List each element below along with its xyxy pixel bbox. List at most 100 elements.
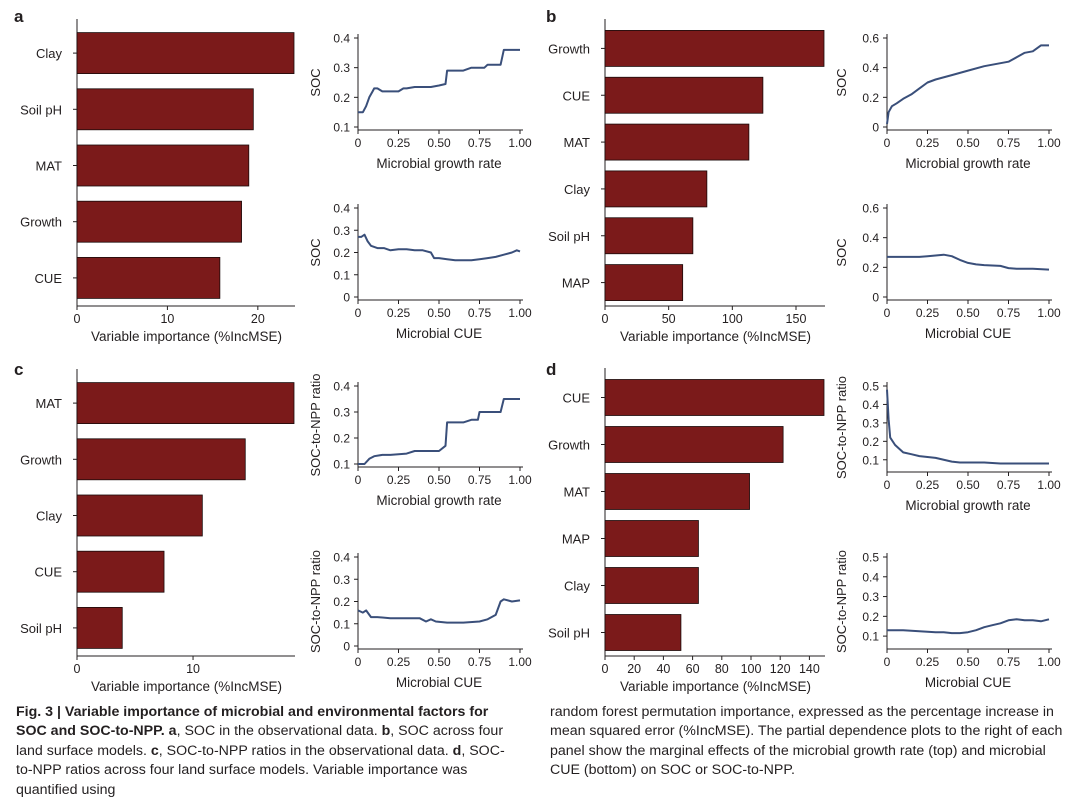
x-tick-label: 0.25 <box>916 655 940 669</box>
caption-title: Variable importance of microbial and env… <box>16 704 489 740</box>
bar <box>604 170 708 208</box>
y-tick-label: 0.2 <box>862 91 879 105</box>
x-tick-label: 0.50 <box>427 136 451 150</box>
y-tick-label: 0.3 <box>862 416 879 430</box>
y-tick-label: 0 <box>872 121 879 135</box>
y-tick-label: 0.4 <box>333 202 350 216</box>
bar <box>604 426 784 463</box>
x-tick-label: 1.00 <box>508 306 532 320</box>
y-tick-label: 0.3 <box>333 224 350 238</box>
x-tick-label: 0 <box>602 662 609 676</box>
category-label: Growth <box>548 438 590 453</box>
x-axis-title: Variable importance (%IncMSE) <box>620 329 811 344</box>
bar <box>604 217 694 255</box>
partial-dependence-line <box>357 598 521 624</box>
x-axis-title: Microbial growth rate <box>905 156 1030 171</box>
category-label: Growth <box>20 215 62 230</box>
x-axis-title: Microbial CUE <box>396 675 482 690</box>
y-tick-label: 0.1 <box>862 630 879 644</box>
x-tick-label: 1.00 <box>1037 136 1061 150</box>
bar <box>76 88 254 131</box>
y-tick-label: 0.2 <box>862 261 879 275</box>
bar <box>76 200 242 243</box>
category-label: MAT <box>36 159 63 174</box>
x-tick-label: 20 <box>251 312 265 326</box>
y-axis-title: SOC <box>308 68 323 96</box>
category-label: CUE <box>563 391 591 406</box>
x-tick-label: 0.25 <box>387 136 411 150</box>
figure-canvas: a b c d Clay Soil pH MAT Growth CUE 0 10 20 Vari… <box>14 7 1061 694</box>
y-tick-label: 0.6 <box>862 32 879 46</box>
x-tick-label: 0 <box>355 655 362 669</box>
x-tick-label: 0.25 <box>916 306 940 320</box>
x-tick-label: 10 <box>160 312 174 326</box>
x-tick-label: 20 <box>627 662 641 676</box>
y-tick-label: 0.2 <box>333 595 350 609</box>
y-tick-label: 0.4 <box>862 61 879 75</box>
y-tick-label: 0.1 <box>333 268 350 282</box>
y-tick-label: 0.3 <box>333 573 350 587</box>
y-tick-label: 0.1 <box>333 121 350 135</box>
bar <box>76 382 295 425</box>
x-tick-label: 0.25 <box>916 136 940 150</box>
caption-tag-c: c <box>150 742 159 759</box>
bar <box>604 567 699 604</box>
x-tick-label: 1.00 <box>1037 478 1061 492</box>
x-tick-label: 0.25 <box>387 655 411 669</box>
x-tick-label: 50 <box>662 312 676 326</box>
bar <box>604 520 699 557</box>
y-tick-label: 0.5 <box>862 380 879 394</box>
y-tick-label: 0 <box>872 291 879 305</box>
bar <box>604 76 764 114</box>
x-tick-label: 0 <box>884 655 891 669</box>
x-tick-label: 0.50 <box>427 306 451 320</box>
x-tick-label: 0 <box>74 312 81 326</box>
category-label: Clay <box>564 579 591 594</box>
category-label: MAT <box>564 485 591 500</box>
x-tick-label: 80 <box>715 662 729 676</box>
y-tick-label: 0.3 <box>862 590 879 604</box>
x-tick-label: 0 <box>74 662 81 676</box>
x-tick-label: 0.25 <box>387 473 411 487</box>
x-tick-label: 0.75 <box>468 306 492 320</box>
category-label: MAT <box>36 396 63 411</box>
x-tick-label: 0 <box>355 473 362 487</box>
x-tick-label: 0.75 <box>997 136 1021 150</box>
y-axis-title: SOC <box>308 238 323 266</box>
x-tick-label: 0.75 <box>997 478 1021 492</box>
x-tick-label: 0 <box>602 312 609 326</box>
category-label: Soil pH <box>20 621 62 636</box>
y-tick-label: 0.4 <box>333 32 350 46</box>
y-axis-title: SOC <box>834 238 849 266</box>
y-tick-label: 0.4 <box>333 551 350 565</box>
partial-dependence-line <box>886 389 1049 465</box>
bar <box>604 264 684 301</box>
x-tick-label: 1.00 <box>508 655 532 669</box>
panel-b-label: b <box>546 7 556 26</box>
bar <box>604 30 825 67</box>
y-axis-title: SOC-to-NPP ratio <box>834 550 849 653</box>
x-tick-label: 0.50 <box>956 655 980 669</box>
y-tick-label: 0.2 <box>333 432 350 446</box>
category-label: Clay <box>36 509 63 524</box>
y-tick-label: 0.1 <box>862 453 879 467</box>
y-tick-label: 0.6 <box>862 202 879 216</box>
bar <box>76 438 246 481</box>
partial-dependence-line <box>887 253 1050 271</box>
x-tick-label: 0.75 <box>468 473 492 487</box>
panel-a-label: a <box>14 7 24 26</box>
x-tick-label: 0.50 <box>956 478 980 492</box>
bar <box>76 494 203 537</box>
x-tick-label: 0.75 <box>997 306 1021 320</box>
category-label: MAT <box>564 135 591 150</box>
y-axis-title: SOC-to-NPP ratio <box>834 376 849 479</box>
x-tick-label: 0.50 <box>956 136 980 150</box>
category-label: CUE <box>35 271 63 286</box>
x-tick-label: 0.75 <box>468 136 492 150</box>
bar <box>76 32 295 74</box>
x-tick-label: 40 <box>656 662 670 676</box>
category-label: Clay <box>564 182 591 197</box>
x-tick-label: 1.00 <box>508 136 532 150</box>
x-tick-label: 0 <box>355 136 362 150</box>
y-axis-title: SOC-to-NPP ratio <box>308 550 323 653</box>
